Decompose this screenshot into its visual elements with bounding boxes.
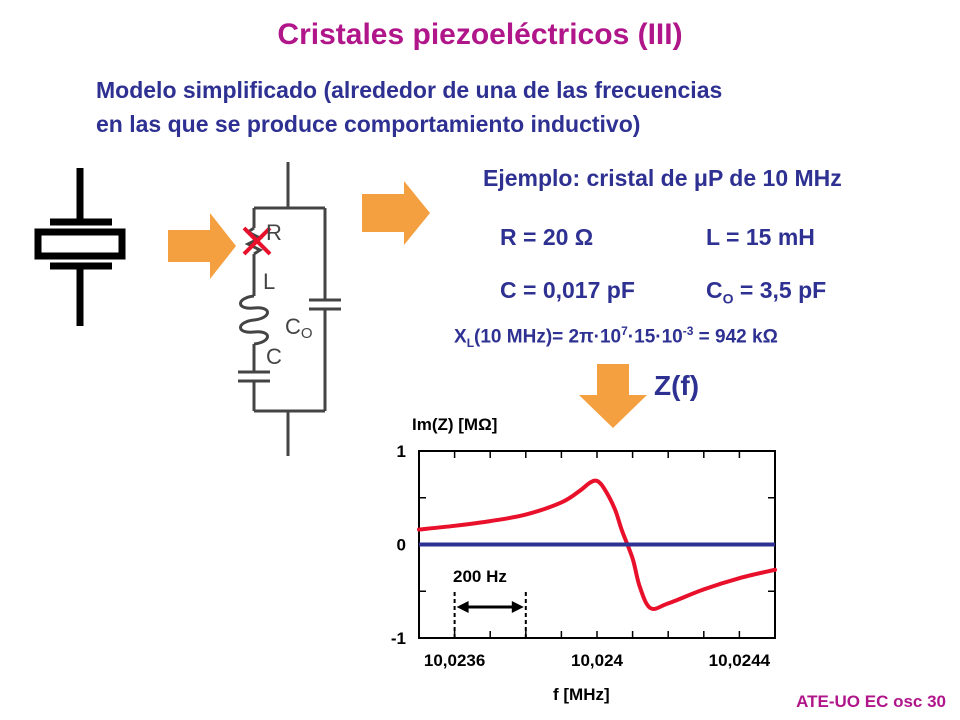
example-heading-prefix: Ejemplo: cristal de (483, 165, 694, 191)
xl-mid: (10 MHz)= 2π·10 (474, 326, 622, 348)
param-l: L = 15 mH (706, 224, 815, 250)
zf-label: Z(f) (654, 370, 700, 401)
xl-exp2: -3 (682, 324, 694, 338)
x-tick-label: 10,024 (571, 651, 624, 670)
inductor-icon (239, 294, 269, 346)
xl-end: = 942 kΩ (693, 326, 778, 348)
x-axis-label: f [MHz] (553, 685, 610, 704)
arrow-down-icon (579, 364, 647, 428)
y-tick-label: 1 (397, 442, 406, 461)
param-co: CO = 3,5 pF (706, 277, 826, 307)
y-axis-label: Im(Z) [MΩ] (412, 415, 497, 434)
example-heading-suffix: P de 10 MHz (707, 165, 842, 191)
xl-x: X (454, 326, 467, 348)
y-tick-label: -1 (391, 629, 406, 648)
footer-label: ATE-UO EC osc 30 (796, 692, 946, 711)
cross-mark-icon (242, 226, 272, 256)
param-r: R = 20 Ω (500, 224, 594, 250)
xl-sub: L (466, 336, 475, 351)
param-c: C = 0,017 pF (500, 277, 635, 303)
label-r: R (266, 220, 282, 245)
label-l: L (263, 269, 275, 294)
param-co-sub: O (722, 290, 734, 307)
crystal-body (34, 228, 126, 260)
arrow-right-icon (362, 181, 430, 245)
arrow-right-icon (511, 601, 524, 613)
annotation-label: 200 Hz (453, 567, 507, 586)
impedance-chart: Im(Z) [MΩ] f [MHz] 200 Hz 10,0236 10,024 1… (391, 415, 777, 704)
page-title: Cristales piezoeléctricos (III) (277, 18, 683, 51)
param-co-value: = 3,5 pF (733, 277, 827, 303)
crystal-symbol-icon (34, 168, 126, 326)
example-heading: Ejemplo: cristal de μP de 10 MHz (483, 165, 842, 192)
param-co-main: C (706, 277, 723, 303)
mu-symbol: μ (693, 165, 708, 191)
label-co-main: C (285, 314, 301, 339)
x-tick-label: 10,0236 (424, 651, 485, 670)
reactance-formula: XL(10 MHz)= 2π·107·15·10-3 = 942 kΩ (454, 324, 778, 350)
label-co: CO (285, 314, 313, 342)
series-line-imz (417, 478, 777, 611)
subtitle-line-2: en las que se produce comportamiento ind… (96, 111, 641, 137)
xl-exp1: 7 (621, 324, 628, 338)
equivalent-circuit (238, 162, 341, 456)
y-tick-label: 0 (397, 536, 406, 555)
label-c: C (266, 344, 282, 369)
xl-mid2: ·15·10 (627, 326, 683, 348)
arrow-right-icon (168, 213, 236, 279)
label-co-sub: O (301, 325, 313, 342)
x-tick-label: 10,0244 (709, 651, 771, 670)
arrow-left-icon (456, 601, 469, 613)
subtitle-line-1: Modelo simplificado (alrededor de una de… (96, 77, 723, 103)
subtitle: Modelo simplificado (alrededor de una de… (96, 73, 722, 141)
